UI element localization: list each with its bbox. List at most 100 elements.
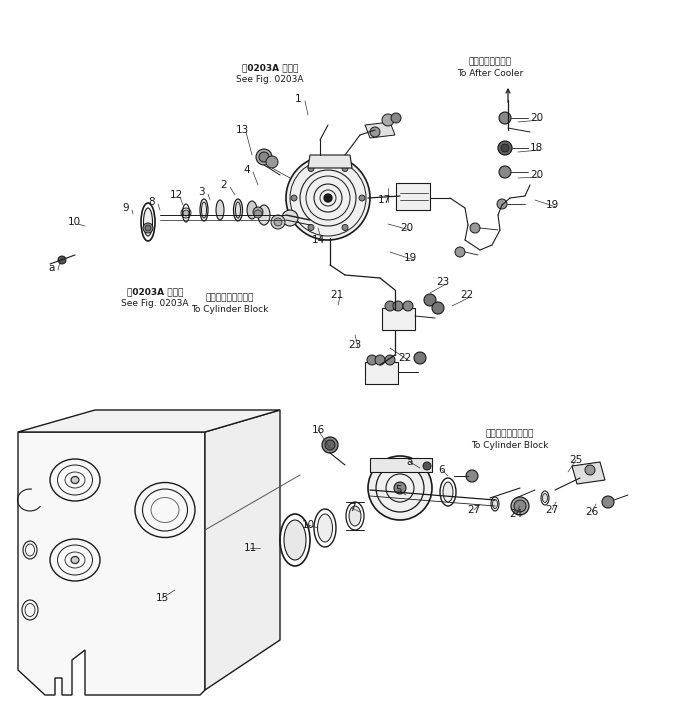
Ellipse shape xyxy=(71,477,79,484)
Text: 12: 12 xyxy=(170,190,183,200)
Circle shape xyxy=(466,470,478,482)
Circle shape xyxy=(342,224,348,231)
Circle shape xyxy=(514,500,526,512)
Circle shape xyxy=(308,166,314,172)
Circle shape xyxy=(253,207,263,217)
Text: シリンダブロックへ: シリンダブロックへ xyxy=(206,293,254,303)
Circle shape xyxy=(308,224,314,231)
Circle shape xyxy=(499,112,511,124)
Circle shape xyxy=(382,114,394,126)
Circle shape xyxy=(511,497,529,515)
Circle shape xyxy=(385,355,395,365)
Circle shape xyxy=(367,355,377,365)
Ellipse shape xyxy=(284,520,306,560)
Ellipse shape xyxy=(247,201,257,219)
Text: 14: 14 xyxy=(312,235,325,245)
Circle shape xyxy=(501,144,509,152)
Text: a: a xyxy=(48,263,55,273)
Circle shape xyxy=(385,301,395,311)
Circle shape xyxy=(368,456,432,520)
Text: 6: 6 xyxy=(439,465,446,475)
Polygon shape xyxy=(382,308,415,330)
Text: 20: 20 xyxy=(530,170,543,180)
Circle shape xyxy=(414,352,426,364)
Ellipse shape xyxy=(71,557,79,564)
Text: 22: 22 xyxy=(460,290,473,300)
Circle shape xyxy=(271,215,285,229)
Ellipse shape xyxy=(258,205,270,225)
Circle shape xyxy=(375,355,385,365)
Text: 23: 23 xyxy=(348,340,361,350)
Text: See Fig. 0203A: See Fig. 0203A xyxy=(236,76,304,84)
Text: 3: 3 xyxy=(198,187,205,197)
Circle shape xyxy=(254,210,262,218)
Circle shape xyxy=(424,294,436,306)
Text: See Fig. 0203A: See Fig. 0203A xyxy=(121,299,188,309)
Ellipse shape xyxy=(234,199,242,221)
Polygon shape xyxy=(396,183,430,210)
Circle shape xyxy=(291,195,297,201)
Circle shape xyxy=(58,256,66,264)
Text: 19: 19 xyxy=(546,200,559,210)
Circle shape xyxy=(324,194,332,202)
Ellipse shape xyxy=(143,208,153,236)
Text: 20: 20 xyxy=(530,113,543,123)
Text: 26: 26 xyxy=(586,507,598,517)
Circle shape xyxy=(391,113,401,123)
Ellipse shape xyxy=(318,514,332,542)
Text: 16: 16 xyxy=(312,425,324,435)
Circle shape xyxy=(370,127,380,137)
Text: 15: 15 xyxy=(155,593,169,603)
Circle shape xyxy=(455,247,465,257)
Ellipse shape xyxy=(443,482,453,502)
Circle shape xyxy=(145,225,151,231)
Polygon shape xyxy=(18,432,205,695)
Circle shape xyxy=(432,302,444,314)
Circle shape xyxy=(393,301,403,311)
Circle shape xyxy=(423,462,431,470)
Polygon shape xyxy=(365,362,398,384)
Circle shape xyxy=(498,141,512,155)
Text: 11: 11 xyxy=(244,543,256,553)
Text: 24: 24 xyxy=(509,509,523,519)
Text: 図0203A 図部品: 図0203A 図部品 xyxy=(242,63,298,73)
Text: 19: 19 xyxy=(404,253,417,263)
Text: アフタークーラへ: アフタークーラへ xyxy=(468,58,511,66)
Circle shape xyxy=(143,223,153,233)
Text: To After Cooler: To After Cooler xyxy=(457,69,523,79)
Circle shape xyxy=(266,156,278,168)
Text: 21: 21 xyxy=(330,290,343,300)
Text: シリンダブロックへ: シリンダブロックへ xyxy=(486,430,534,438)
Text: To Cylinder Block: To Cylinder Block xyxy=(471,441,548,451)
Text: 25: 25 xyxy=(569,455,583,465)
Text: 8: 8 xyxy=(148,197,155,207)
Text: 13: 13 xyxy=(236,125,249,135)
Text: 4: 4 xyxy=(243,165,250,175)
Circle shape xyxy=(183,210,189,216)
Text: 5: 5 xyxy=(394,485,401,495)
Polygon shape xyxy=(18,410,280,432)
Circle shape xyxy=(274,218,282,226)
Circle shape xyxy=(342,166,348,172)
Polygon shape xyxy=(572,462,605,484)
Text: To Cylinder Block: To Cylinder Block xyxy=(191,306,269,314)
Text: 17: 17 xyxy=(378,195,391,205)
Text: 図0203A 図部品: 図0203A 図部品 xyxy=(127,288,183,296)
Circle shape xyxy=(359,195,365,201)
Circle shape xyxy=(585,465,595,475)
Text: 1: 1 xyxy=(295,94,302,104)
Ellipse shape xyxy=(349,506,361,526)
Text: 10: 10 xyxy=(68,217,81,227)
Text: 22: 22 xyxy=(398,353,411,363)
Ellipse shape xyxy=(493,500,497,508)
Circle shape xyxy=(286,156,370,240)
Polygon shape xyxy=(370,458,432,472)
Text: 27: 27 xyxy=(545,505,559,515)
Circle shape xyxy=(282,210,298,226)
Text: 27: 27 xyxy=(467,505,481,515)
Polygon shape xyxy=(308,155,352,168)
Circle shape xyxy=(497,199,507,209)
Ellipse shape xyxy=(216,200,224,220)
Ellipse shape xyxy=(201,202,207,218)
Circle shape xyxy=(322,437,338,453)
